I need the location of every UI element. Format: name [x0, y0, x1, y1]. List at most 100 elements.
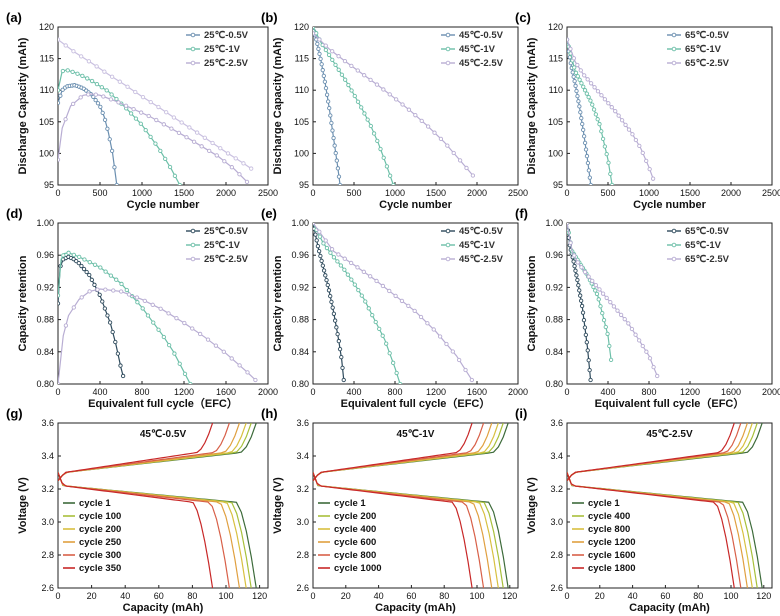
charge-curve	[313, 423, 473, 482]
data-point	[184, 135, 189, 140]
data-point	[86, 59, 92, 64]
panel-d: (d) 0 400 800 1200 1600 2000 0.80 0.84 0.88 0.92 0.…	[6, 206, 278, 410]
data-point	[597, 287, 602, 292]
data-point	[58, 93, 63, 98]
data-point	[380, 333, 385, 338]
data-point	[77, 254, 82, 260]
data-point	[370, 313, 375, 318]
data-point	[349, 63, 354, 68]
x-tick-label: 2000	[258, 387, 278, 397]
data-point	[114, 182, 119, 185]
data-point	[126, 292, 132, 297]
data-point	[650, 176, 656, 181]
data-point	[450, 349, 455, 354]
inset-title: 45℃-2.5V	[646, 429, 693, 440]
legend-marker	[445, 32, 451, 38]
data-point	[78, 95, 83, 100]
legend-entry: 45℃-2.5V	[459, 254, 504, 265]
data-point	[104, 88, 109, 93]
data-point	[134, 295, 140, 300]
data-point	[336, 252, 341, 257]
data-point	[469, 377, 475, 383]
data-point	[107, 320, 113, 325]
x-tick-label: 400	[346, 387, 361, 397]
data-point	[584, 91, 589, 96]
data-point	[578, 68, 583, 73]
data-point	[572, 253, 577, 258]
plot-frame	[57, 26, 269, 186]
data-point	[393, 97, 399, 102]
data-point	[156, 327, 161, 332]
data-point	[177, 361, 182, 366]
data-point	[359, 293, 364, 298]
data-point	[611, 304, 617, 309]
data-point	[579, 115, 584, 121]
x-tick-label: 2500	[508, 188, 528, 198]
y-tick-label: 0.92	[545, 282, 563, 292]
data-point	[98, 104, 103, 110]
data-point	[89, 277, 95, 282]
data-point	[586, 95, 591, 100]
data-point	[207, 148, 212, 154]
data-point	[182, 320, 187, 326]
series-line	[58, 252, 191, 384]
data-point	[580, 121, 585, 127]
data-point	[438, 136, 444, 142]
legend-entry: 25℃-1V	[204, 240, 241, 251]
y-tick-label: 0.92	[291, 282, 309, 292]
data-point	[348, 260, 354, 266]
data-point	[328, 293, 333, 299]
panel-label: (c)	[515, 10, 531, 25]
legend-entry: 45℃-0.5V	[459, 30, 504, 41]
data-point	[133, 116, 139, 121]
x-tick-label: 80	[187, 591, 197, 601]
x-axis-label: Cycle number	[379, 199, 452, 211]
data-point	[87, 289, 92, 294]
data-point	[431, 327, 436, 332]
data-point	[105, 126, 110, 131]
data-point	[79, 295, 84, 300]
panel-label: (e)	[261, 206, 277, 221]
data-point	[575, 93, 580, 99]
data-point	[575, 277, 580, 283]
data-point	[387, 288, 392, 294]
data-point	[94, 82, 100, 87]
data-point	[644, 158, 649, 164]
x-tick-label: 2000	[762, 387, 780, 397]
legend-marker	[445, 46, 451, 52]
legend-entry: 25℃-0.5V	[204, 226, 249, 237]
data-point	[577, 288, 582, 293]
data-point	[71, 305, 76, 310]
y-tick-label: 105	[294, 117, 309, 127]
data-point	[140, 95, 146, 100]
discharge-curve	[313, 472, 473, 588]
data-point	[105, 313, 110, 318]
data-point	[225, 151, 231, 156]
data-point	[331, 311, 337, 316]
data-point	[237, 172, 242, 177]
data-point	[70, 69, 75, 74]
data-point	[579, 81, 584, 86]
plot-area	[58, 423, 257, 588]
data-point	[321, 268, 327, 273]
x-tick-label: 1200	[426, 387, 446, 397]
data-point	[384, 341, 389, 346]
y-tick-label: 0.80	[545, 379, 563, 389]
data-point	[572, 263, 577, 269]
data-point	[327, 105, 332, 111]
data-point	[603, 324, 608, 330]
panel-f: (f) 0 400 800 1200 1600 2000 0.80 0.84 0.88 0.92 0.…	[515, 206, 780, 410]
data-point	[326, 99, 331, 104]
x-tick-label: 1000	[639, 188, 659, 198]
data-point	[330, 57, 335, 63]
legend-marker	[445, 60, 451, 66]
data-point	[579, 265, 584, 270]
data-point	[394, 370, 399, 376]
data-point	[345, 272, 350, 277]
data-point	[579, 303, 585, 309]
data-point	[381, 87, 386, 92]
data-point	[334, 325, 339, 330]
data-point	[332, 318, 338, 323]
legend-entry: 65℃-0.5V	[685, 226, 730, 237]
data-point	[578, 110, 583, 115]
